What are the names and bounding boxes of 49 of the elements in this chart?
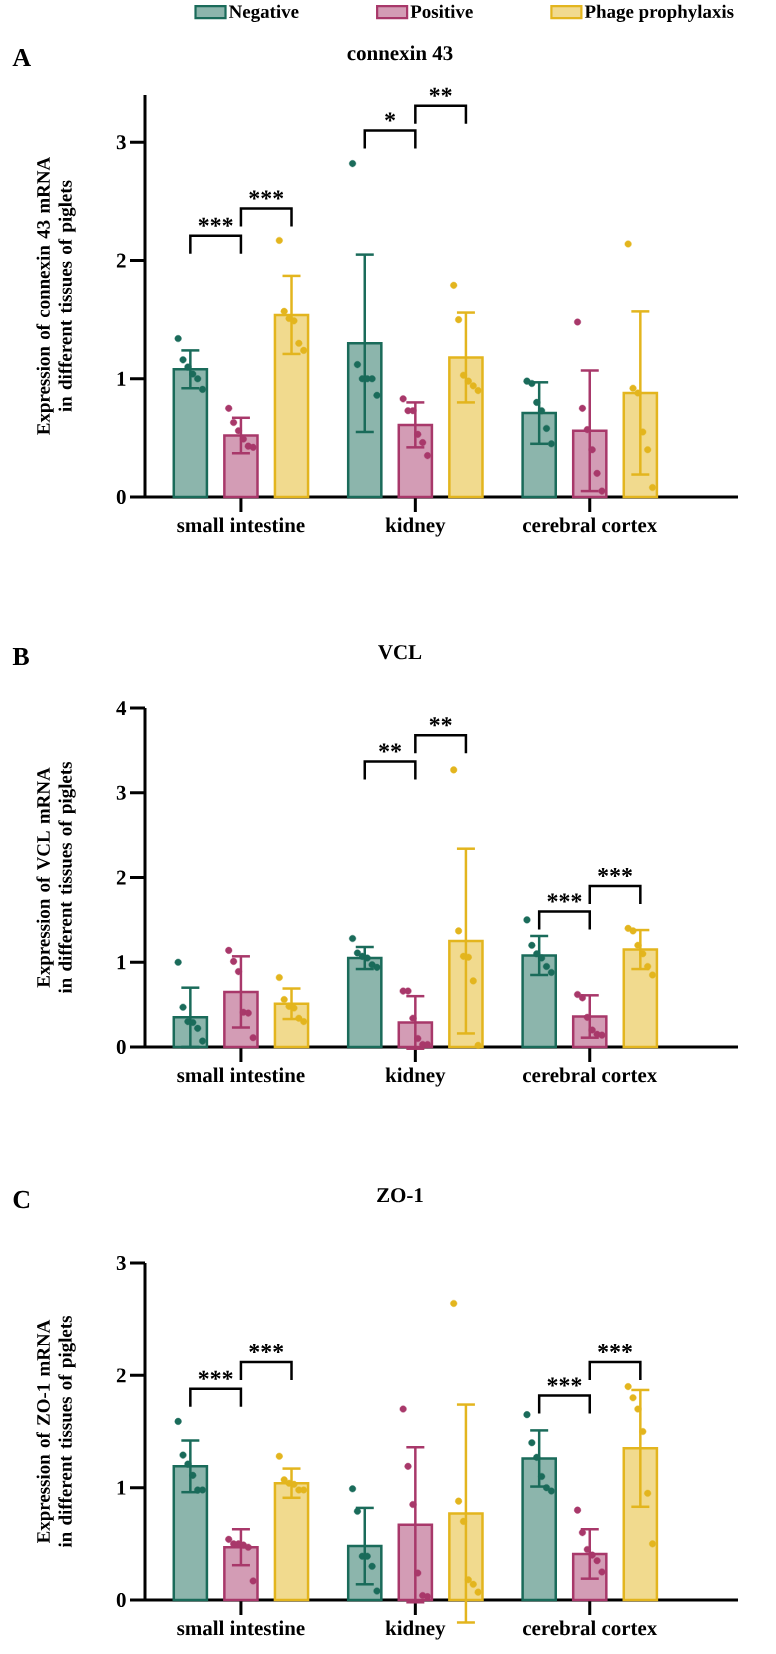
y-tick-label: 2 bbox=[116, 253, 126, 268]
annotation: ** bbox=[379, 743, 401, 753]
x-tick-label: small intestine bbox=[177, 1067, 305, 1083]
annotation: *** bbox=[547, 1377, 582, 1387]
x-tick-label: kidney bbox=[385, 1620, 446, 1640]
annotation: *** bbox=[249, 190, 284, 200]
annotation: * bbox=[385, 112, 396, 122]
legend-label: Phage prophylaxis bbox=[584, 4, 734, 23]
y-axis-title: Expression of connexin 43 mRNA in different tissues of piglets bbox=[36, 156, 76, 435]
y-axis-title: Expression of VCL mRNA in different tissues of piglets bbox=[36, 761, 76, 994]
x-tick-label: small intestine bbox=[177, 1620, 305, 1636]
x-tick-label: cerebral cortex bbox=[523, 1620, 658, 1636]
y-tick-label: 2 bbox=[116, 870, 126, 885]
y-tick-label: 1 bbox=[117, 371, 126, 386]
x-tick-label: cerebral cortex bbox=[523, 517, 658, 533]
annotation: *** bbox=[547, 893, 582, 903]
y-tick-label: 0 bbox=[116, 1592, 126, 1608]
bar bbox=[521, 954, 557, 1049]
y-tick-label: 1 bbox=[117, 1480, 126, 1495]
chart-title: connexin 43 bbox=[347, 45, 453, 61]
annotation: ** bbox=[429, 87, 452, 97]
annotation: ** bbox=[429, 717, 452, 727]
annotation: *** bbox=[598, 868, 632, 878]
text: A bbox=[12, 48, 31, 66]
bar bbox=[521, 411, 557, 499]
annotation: *** bbox=[198, 217, 233, 227]
text: C bbox=[13, 1190, 30, 1209]
text: B bbox=[12, 648, 29, 666]
y-tick-label: 0 bbox=[116, 1039, 126, 1055]
annotation: *** bbox=[598, 1343, 632, 1353]
y-tick-label: 1 bbox=[117, 955, 126, 970]
annotation: *** bbox=[198, 1370, 233, 1380]
chart-title: VCL bbox=[378, 645, 422, 660]
chart-title: ZO-1 bbox=[377, 1188, 423, 1203]
x-tick-label: cerebral cortex bbox=[523, 1067, 658, 1083]
legend-label: Negative bbox=[228, 4, 299, 23]
x-tick-label: small intestine bbox=[177, 517, 305, 533]
y-tick-label: 3 bbox=[116, 785, 126, 800]
y-axis-title: Expression of ZO-1 mRNA in different tissues of piglets bbox=[36, 1315, 76, 1548]
y-tick-label: 3 bbox=[116, 135, 126, 150]
x-tick-label: kidney bbox=[385, 1067, 446, 1087]
y-tick-label: 0 bbox=[116, 489, 126, 505]
y-tick-label: 2 bbox=[116, 1368, 126, 1383]
x-tick-label: kidney bbox=[385, 517, 446, 537]
annotation: *** bbox=[249, 1343, 284, 1353]
y-tick-label: 4 bbox=[116, 701, 127, 715]
bar bbox=[521, 1457, 557, 1602]
legend-label: Positive bbox=[410, 4, 473, 19]
y-tick-label: 3 bbox=[116, 1255, 126, 1271]
